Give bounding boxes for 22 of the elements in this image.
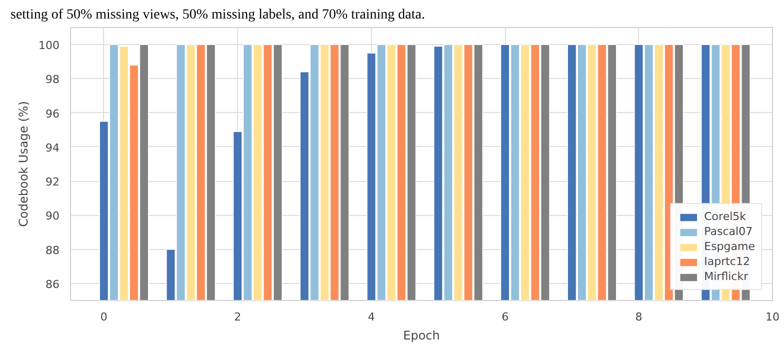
y-tick-label: 88 [46, 244, 60, 257]
y-tick-label: 100 [38, 39, 60, 52]
x-tick-label: 4 [368, 310, 375, 324]
y-tick-label: 90 [46, 210, 60, 223]
x-tick-label: 8 [635, 310, 642, 324]
legend-label: Pascal07 [704, 225, 753, 238]
text: setting of 50% missing views, 50% missing labels, and 70% training data. [10, 8, 426, 22]
y-axis-title: Codebook Usage (%) [16, 101, 31, 227]
y-tick-label: 86 [46, 278, 60, 291]
x-tick-label: 0 [100, 310, 108, 324]
x-tick-label: 6 [502, 310, 509, 324]
y-tick-label: 98 [46, 73, 60, 86]
y-tick-label: 96 [46, 107, 60, 120]
legend-label: Corel5k [704, 210, 746, 223]
legend-label: Iaprtc12 [704, 255, 750, 268]
legend-label: Espgame [704, 240, 755, 253]
y-tick-label: 94 [46, 141, 60, 154]
legend-label: Mirflickr [704, 270, 748, 283]
x-axis-title: Epoch [403, 328, 440, 342]
y-tick-label: 92 [46, 176, 60, 189]
x-tick-label: 10 [766, 310, 780, 324]
x-tick-label: 2 [234, 310, 242, 324]
